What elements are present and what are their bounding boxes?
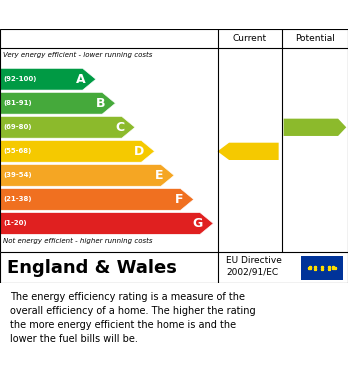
Polygon shape bbox=[0, 117, 135, 138]
Text: (1-20): (1-20) bbox=[3, 221, 27, 226]
Text: B: B bbox=[95, 97, 105, 110]
Polygon shape bbox=[218, 143, 279, 160]
Text: The energy efficiency rating is a measure of the
overall efficiency of a home. T: The energy efficiency rating is a measur… bbox=[10, 292, 256, 344]
Polygon shape bbox=[0, 140, 155, 162]
Text: D: D bbox=[134, 145, 144, 158]
Polygon shape bbox=[0, 188, 193, 210]
Polygon shape bbox=[0, 68, 96, 90]
Text: (81-91): (81-91) bbox=[3, 100, 32, 106]
Text: C: C bbox=[116, 121, 125, 134]
Text: (55-68): (55-68) bbox=[3, 148, 32, 154]
Text: 55: 55 bbox=[243, 144, 263, 158]
Text: (21-38): (21-38) bbox=[3, 196, 32, 203]
Polygon shape bbox=[0, 165, 174, 186]
Polygon shape bbox=[0, 92, 115, 114]
Text: Not energy efficient - higher running costs: Not energy efficient - higher running co… bbox=[3, 238, 152, 244]
Text: England & Wales: England & Wales bbox=[7, 259, 177, 277]
Polygon shape bbox=[0, 213, 213, 234]
Text: Current: Current bbox=[232, 34, 267, 43]
Text: 74: 74 bbox=[304, 120, 323, 134]
Text: G: G bbox=[193, 217, 203, 230]
Text: A: A bbox=[76, 73, 86, 86]
Text: F: F bbox=[175, 193, 183, 206]
Text: (69-80): (69-80) bbox=[3, 124, 32, 130]
Text: E: E bbox=[155, 169, 164, 182]
Text: (39-54): (39-54) bbox=[3, 172, 32, 178]
Polygon shape bbox=[284, 118, 346, 136]
Bar bbox=[301, 256, 343, 280]
Text: Potential: Potential bbox=[295, 34, 335, 43]
Text: Very energy efficient - lower running costs: Very energy efficient - lower running co… bbox=[3, 52, 152, 58]
Text: EU Directive
2002/91/EC: EU Directive 2002/91/EC bbox=[226, 256, 282, 277]
Text: (92-100): (92-100) bbox=[3, 76, 37, 82]
Text: Energy Efficiency Rating: Energy Efficiency Rating bbox=[69, 7, 279, 22]
